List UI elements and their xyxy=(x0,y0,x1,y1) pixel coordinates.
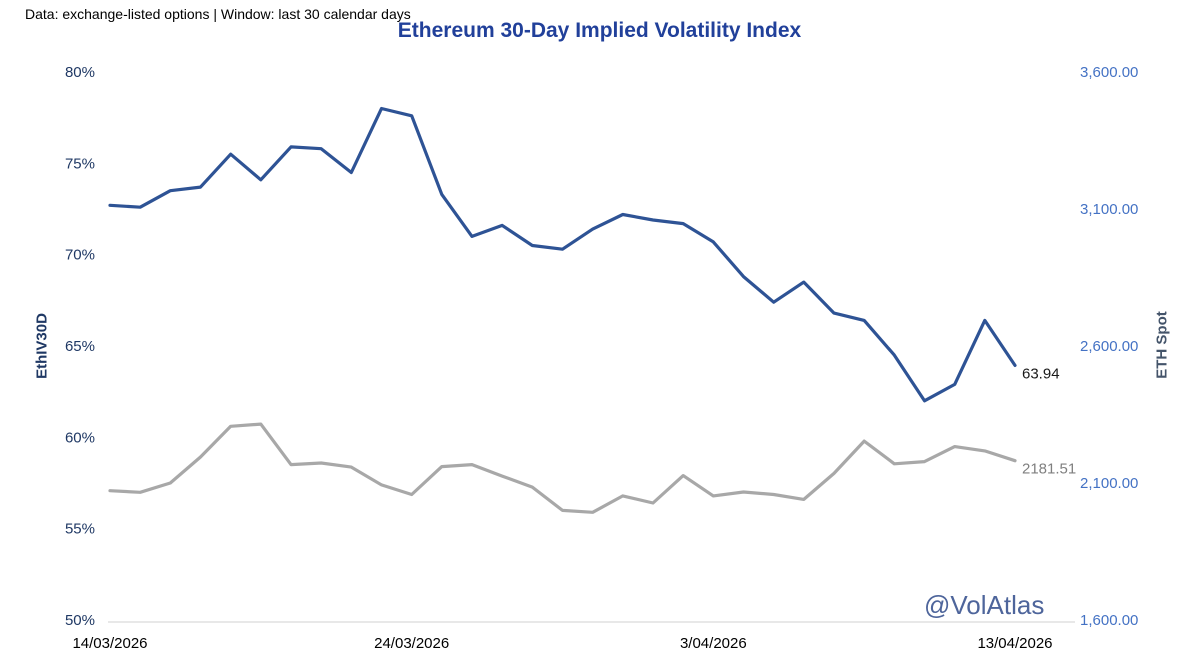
x-axis-tick-label: 13/04/2026 xyxy=(977,635,1052,652)
series-line-ethiv30d xyxy=(108,106,1017,403)
left-axis-tick-label: 70% xyxy=(65,247,95,264)
left-axis-tick-label: 80% xyxy=(65,64,95,81)
right-axis-tick-label: 1,600.00 xyxy=(1080,612,1138,629)
left-axis-tick-label: 65% xyxy=(65,338,95,355)
data-source-note: Data: exchange-listed options | Window: … xyxy=(25,6,411,22)
left-axis-tick-label: 60% xyxy=(65,429,95,446)
x-axis-tick-label: 14/03/2026 xyxy=(72,635,147,652)
left-axis-tick-label: 75% xyxy=(65,155,95,172)
x-axis-tick-label: 24/03/2026 xyxy=(374,635,449,652)
chart-title: Ethereum 30-Day Implied Volatility Index xyxy=(397,19,802,42)
right-axis-tick-label: 2,100.00 xyxy=(1080,475,1138,492)
watermark: @VolAtlas xyxy=(924,590,1045,620)
right-axis-tick-label: 3,100.00 xyxy=(1080,201,1138,218)
left-axis-tick-label: 55% xyxy=(65,521,95,538)
series-end-label-eth-spot: 2181.51 xyxy=(1022,461,1076,478)
series-end-label-ethiv30d: 63.94 xyxy=(1022,365,1060,382)
series-line-eth-spot xyxy=(108,422,1017,514)
left-axis-tick-label: 50% xyxy=(65,612,95,629)
right-axis-tick-label: 2,600.00 xyxy=(1080,338,1138,355)
right-axis-tick-label: 3,600.00 xyxy=(1080,64,1138,81)
x-axis-tick-label: 3/04/2026 xyxy=(680,635,747,652)
